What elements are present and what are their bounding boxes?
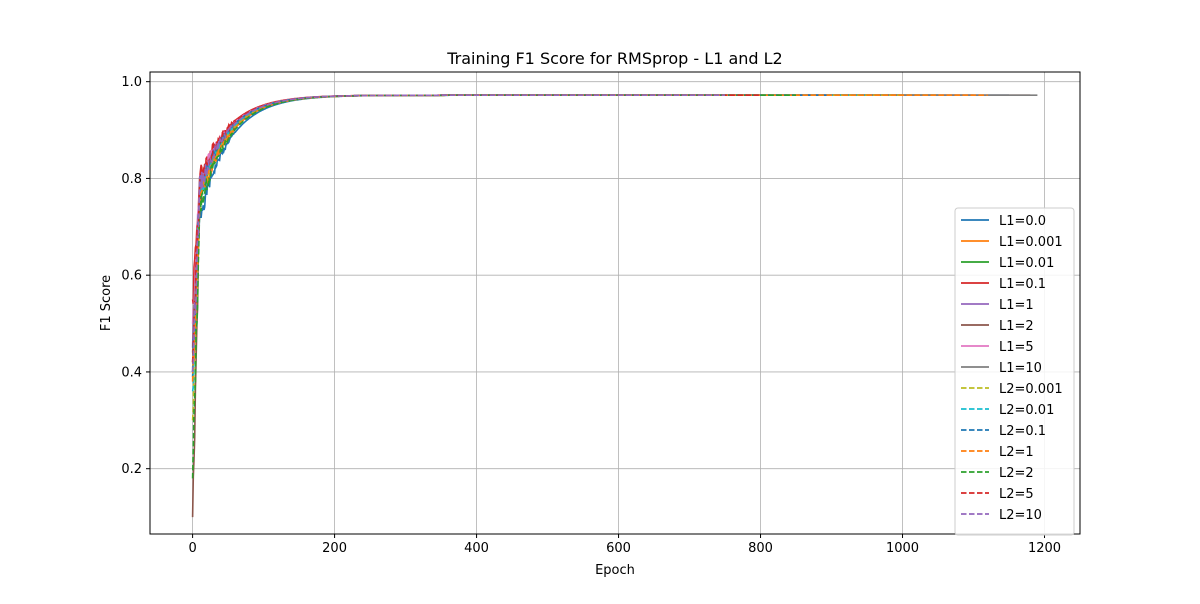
x-tick-label: 800 bbox=[748, 541, 773, 556]
ticks-layer: 0 200 400 600 800 1000 1200 0.2 0.4 0.6 0.8 1.0 bbox=[121, 75, 1061, 556]
plot-frame bbox=[149, 71, 1081, 535]
x-axis-label: Epoch bbox=[595, 563, 635, 578]
series-line-5 bbox=[191, 94, 867, 348]
legend-label: L2=0.1 bbox=[999, 424, 1046, 439]
legend-label: L1=1 bbox=[999, 298, 1034, 313]
series-line-6 bbox=[191, 94, 1031, 518]
legend-label: L1=0.0 bbox=[999, 214, 1046, 229]
legend-label: L1=5 bbox=[999, 340, 1034, 355]
series-line-9 bbox=[191, 94, 903, 421]
legend-label: L2=1 bbox=[999, 445, 1034, 460]
y-tick-label: 0.4 bbox=[121, 365, 142, 380]
series-line-4 bbox=[191, 94, 903, 304]
series-line-13 bbox=[191, 94, 796, 479]
x-tick-label: 400 bbox=[464, 541, 489, 556]
x-tick-label: 600 bbox=[606, 541, 631, 556]
grid-layer bbox=[150, 72, 1080, 534]
legend-label: L2=0.001 bbox=[999, 382, 1063, 397]
legend-label: L1=0.01 bbox=[999, 256, 1054, 271]
series-layer bbox=[191, 94, 1038, 518]
x-tick-label: 0 bbox=[188, 541, 196, 556]
legend-box bbox=[954, 207, 1075, 536]
y-tick-label: 0.2 bbox=[121, 462, 142, 477]
legend-label: L2=0.01 bbox=[999, 403, 1054, 418]
series-line-8 bbox=[191, 94, 1038, 353]
legend-label: L1=0.1 bbox=[999, 277, 1046, 292]
x-tick-label: 200 bbox=[322, 541, 347, 556]
series-line-1 bbox=[191, 94, 1009, 377]
y-tick-label: 1.0 bbox=[121, 75, 142, 90]
y-tick-label: 0.6 bbox=[121, 269, 142, 284]
x-tick-label: 1000 bbox=[886, 541, 919, 556]
series-line-3 bbox=[191, 94, 938, 372]
y-tick-label: 0.8 bbox=[121, 172, 142, 187]
series-line-7 bbox=[191, 94, 832, 324]
legend-label: L1=2 bbox=[999, 319, 1034, 334]
series-line-10 bbox=[191, 94, 867, 392]
legend-label: L1=0.001 bbox=[999, 235, 1063, 250]
legend-label: L2=5 bbox=[999, 487, 1034, 502]
legend-label: L1=10 bbox=[999, 361, 1042, 376]
series-line-12 bbox=[191, 94, 988, 382]
series-line-15 bbox=[191, 94, 725, 372]
legend: L1=0.0 L1=0.001 L1=0.01 L1=0.1 L1=1 L1=2 L1=5 L… bbox=[954, 207, 1075, 536]
x-tick-label: 1200 bbox=[1028, 541, 1061, 556]
y-axis-label: F1 Score bbox=[99, 275, 114, 331]
series-line-11 bbox=[191, 94, 832, 372]
legend-label: L2=2 bbox=[999, 466, 1034, 481]
series-line-2 bbox=[191, 94, 974, 363]
legend-label: L2=10 bbox=[999, 508, 1042, 523]
chart-title: Training F1 Score for RMSprop - L1 and L… bbox=[446, 49, 782, 68]
